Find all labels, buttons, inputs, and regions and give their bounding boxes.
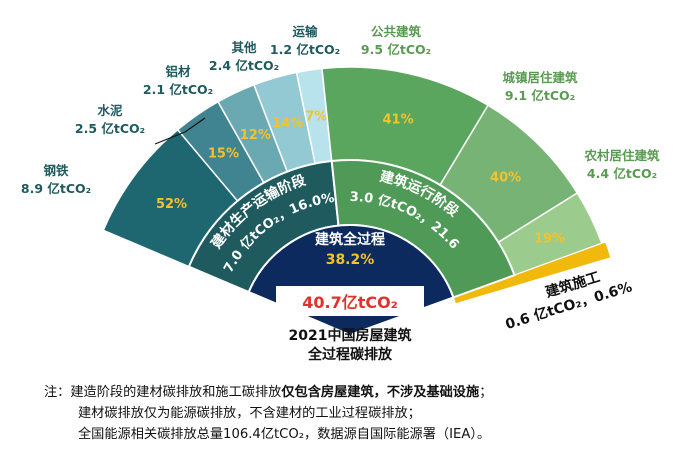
materials-value-4: 1.2 亿tCO₂ bbox=[270, 42, 340, 57]
operation-value-0: 9.5 亿tCO₂ bbox=[361, 42, 431, 57]
operation-value-2: 4.4 亿tCO₂ bbox=[587, 166, 657, 181]
operation-pct-2: 19% bbox=[534, 232, 565, 247]
center-total-bg bbox=[276, 286, 424, 316]
operation-pct-0: 41% bbox=[382, 112, 413, 127]
materials-name-0: 钢铁 bbox=[43, 163, 69, 178]
operation-name-1: 城镇居住建筑 bbox=[502, 70, 578, 85]
materials-pct-0: 52% bbox=[156, 197, 187, 212]
operation-name-2: 农村居住建筑 bbox=[583, 148, 660, 163]
center-total: 40.7亿tCO₂ bbox=[302, 293, 397, 312]
note-line-1-bold: 仅包含房屋建筑，不涉及基础设施 bbox=[281, 385, 480, 400]
materials-name-4: 运输 bbox=[292, 24, 318, 39]
inner-pct: 38.2% bbox=[326, 252, 375, 268]
materials-value-3: 2.4 亿tCO₂ bbox=[209, 58, 279, 73]
materials-name-3: 其他 bbox=[231, 40, 257, 55]
operation-value-1: 9.1 亿tCO₂ bbox=[505, 88, 575, 103]
operation-pct-1: 40% bbox=[490, 171, 521, 186]
carbon-emission-sunburst-chart: 52%15%12%14%7%41%40%19%建材生产运输阶段17.0 亿tCO… bbox=[20, 24, 660, 363]
materials-value-1: 2.5 亿tCO₂ bbox=[75, 121, 145, 136]
materials-value-2: 2.1 亿tCO₂ bbox=[143, 82, 213, 97]
note-line-3: 全国能源相关碳排放总量106.4亿tCO₂，数据源自国际能源署（IEA）。 bbox=[78, 427, 491, 442]
materials-pct-4: 7% bbox=[305, 110, 327, 125]
materials-leader-1 bbox=[154, 117, 206, 145]
materials-pct-2: 12% bbox=[240, 128, 271, 143]
note-line-1: 注：建造阶段的建材碳排放和施工碳排放仅包含房屋建筑，不涉及基础设施； bbox=[44, 384, 492, 402]
note-line-1-a: 注：建造阶段的建材碳排放和施工碳排放 bbox=[44, 385, 282, 400]
center-title-line-2: 全过程碳排放 bbox=[307, 346, 393, 363]
materials-pct-3: 14% bbox=[272, 116, 303, 131]
inner-label: 建筑全过程 bbox=[315, 231, 385, 248]
materials-name-1: 水泥 bbox=[97, 103, 123, 118]
operation-name-0: 公共建筑 bbox=[371, 24, 422, 39]
materials-value-0: 8.9 亿tCO₂ bbox=[21, 181, 91, 196]
note-line-1-end: ； bbox=[479, 385, 493, 400]
center-title-line-1: 2021中国房屋建筑 bbox=[289, 327, 412, 344]
materials-name-2: 铝材 bbox=[165, 64, 191, 79]
materials-pct-1: 15% bbox=[208, 147, 239, 162]
note-line-2: 建材碳排放仅为能源碳排放，不含建材的工业过程碳排放； bbox=[78, 406, 421, 421]
